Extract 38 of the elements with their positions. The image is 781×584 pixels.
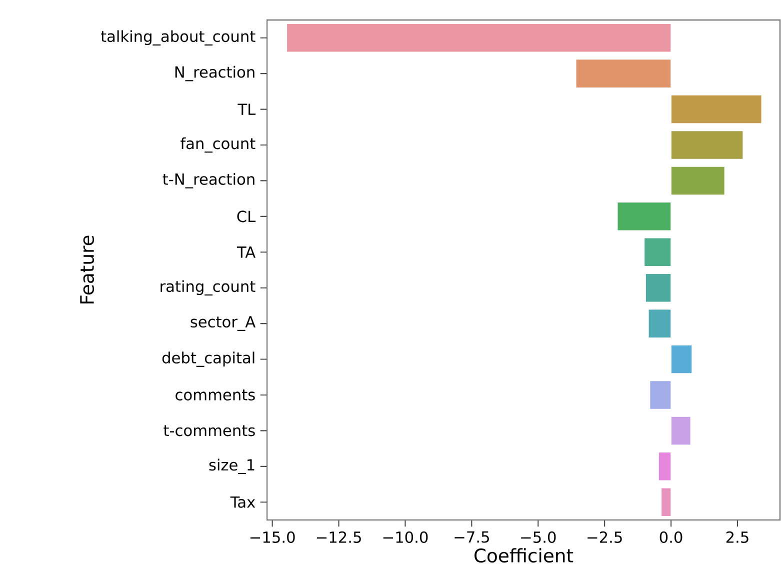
y-tick-label: talking_about_count	[100, 30, 256, 46]
x-tick-label: −10.0	[383, 531, 428, 543]
y-tick-label: comments	[176, 390, 255, 400]
bar	[648, 308, 672, 338]
y-tick-label: rating_count	[160, 280, 256, 296]
y-tick-label: TA	[236, 246, 256, 258]
bar	[670, 94, 762, 124]
bar	[670, 130, 744, 160]
x-tick-label: −2.5	[588, 531, 622, 543]
x-tick-label: −12.5	[316, 531, 361, 543]
bar	[286, 23, 672, 53]
x-tick-label: 0.0	[660, 531, 682, 543]
x-axis-title: Coefficient	[474, 548, 574, 563]
x-tick-label: −5.0	[521, 531, 556, 543]
y-tick-label: fan_count	[180, 137, 256, 153]
bar	[658, 452, 672, 482]
bar	[649, 380, 672, 410]
bar	[670, 166, 726, 196]
bar	[644, 237, 672, 267]
y-tick-label: N_reaction	[175, 66, 254, 82]
y-tick-label: sector_A	[190, 316, 256, 331]
y-tick-label: CL	[237, 210, 256, 222]
y-tick-label: TL	[238, 104, 256, 115]
y-tick-label: size_1	[209, 458, 254, 474]
bar	[575, 58, 672, 88]
bar	[660, 487, 672, 517]
y-tick-label: Tax	[230, 496, 256, 508]
y-tick-label: t-N_reaction	[162, 173, 254, 188]
bar	[645, 273, 672, 303]
y-tick-label: t-comments	[164, 425, 255, 436]
bar	[670, 416, 692, 446]
y-axis-title: Feature	[80, 236, 94, 304]
x-tick-label: 2.5	[726, 531, 748, 543]
bar	[670, 344, 692, 374]
bar	[616, 202, 672, 232]
x-tick-label: −15.0	[250, 531, 295, 543]
y-tick-label: debt_capital	[162, 352, 254, 367]
x-tick-label: −7.5	[454, 531, 489, 543]
